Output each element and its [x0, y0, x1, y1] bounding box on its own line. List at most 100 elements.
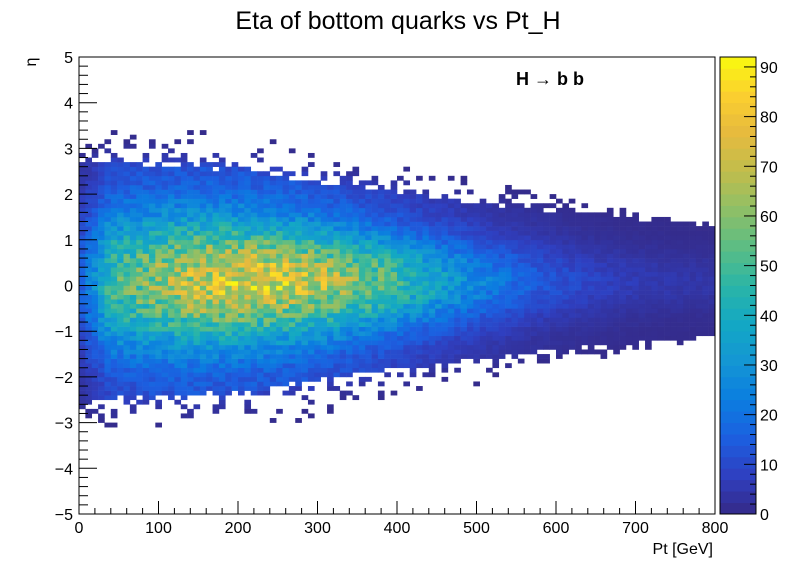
heatmap-cell	[339, 285, 347, 291]
heatmap-cell	[320, 267, 328, 273]
heatmap-cell	[314, 331, 321, 337]
heatmap-cell	[104, 180, 112, 186]
heatmap-cell	[562, 203, 570, 209]
heatmap-cell	[174, 207, 182, 213]
heatmap-cell	[161, 326, 169, 332]
heatmap-cell	[307, 280, 315, 286]
heatmap-cell	[187, 413, 194, 419]
heatmap-cell	[142, 317, 150, 323]
heatmap-cell	[288, 340, 296, 346]
heatmap-cell	[651, 299, 659, 305]
heatmap-cell	[327, 404, 334, 410]
heatmap-cell	[594, 253, 601, 259]
heatmap-cell	[409, 203, 417, 209]
heatmap-cell	[199, 262, 207, 268]
heatmap-cell	[600, 258, 608, 263]
heatmap-cell	[536, 253, 544, 259]
heatmap-cell	[206, 299, 213, 305]
heatmap-cell	[301, 166, 309, 172]
heatmap-cell	[676, 290, 684, 295]
heatmap-cell	[657, 244, 665, 250]
heatmap-cell	[110, 280, 118, 286]
heatmap-cell	[250, 267, 258, 273]
heatmap-cell	[352, 312, 360, 318]
heatmap-cell	[174, 372, 182, 378]
heatmap-cell	[314, 235, 321, 241]
heatmap-cell	[390, 230, 398, 236]
heatmap-cell	[161, 244, 169, 250]
heatmap-cell	[91, 258, 99, 263]
heatmap-cell	[511, 207, 519, 213]
heatmap-cell	[422, 331, 430, 337]
heatmap-cell	[543, 344, 550, 350]
heatmap-cell	[384, 207, 391, 213]
heatmap-cell	[530, 226, 538, 231]
heatmap-cell	[98, 143, 105, 149]
heatmap-cell	[168, 312, 175, 318]
heatmap-cell	[600, 271, 608, 277]
heatmap-cell	[702, 244, 709, 250]
heatmap-cell	[250, 408, 258, 414]
heatmap-cell	[575, 349, 582, 355]
heatmap-cell	[492, 344, 500, 350]
heatmap-cell	[638, 290, 646, 295]
heatmap-cell	[422, 308, 430, 314]
heatmap-cell	[333, 340, 341, 346]
heatmap-cell	[212, 152, 220, 158]
heatmap-cell	[136, 180, 143, 186]
heatmap-cell	[257, 294, 264, 300]
heatmap-cell	[422, 198, 430, 204]
heatmap-cell	[314, 212, 321, 218]
heatmap-cell	[638, 312, 646, 318]
heatmap-cell	[562, 294, 570, 300]
heatmap-cell	[136, 344, 143, 350]
heatmap-cell	[110, 303, 118, 309]
heatmap-cell	[193, 372, 201, 378]
heatmap-cell	[282, 262, 290, 268]
heatmap-cell	[98, 376, 105, 382]
heatmap-cell	[199, 221, 207, 227]
heatmap-cell	[168, 212, 175, 218]
heatmap-cell	[473, 262, 480, 268]
heatmap-cell	[657, 317, 665, 323]
heatmap-cell	[511, 290, 519, 295]
heatmap-cell	[645, 230, 652, 236]
heatmap-cell	[263, 308, 271, 314]
heatmap-cell	[238, 171, 245, 177]
heatmap-cell	[568, 322, 576, 327]
heatmap-cell	[441, 216, 449, 222]
heatmap-cell	[98, 226, 105, 231]
heatmap-cell	[79, 386, 86, 391]
heatmap-cell	[416, 285, 423, 291]
heatmap-cell	[276, 207, 283, 213]
heatmap-cell	[524, 248, 531, 254]
heatmap-cell	[619, 312, 627, 318]
heatmap-cell	[129, 294, 137, 300]
heatmap-cell	[346, 180, 353, 186]
heatmap-cell	[168, 354, 175, 359]
heatmap-cell	[556, 344, 563, 350]
heatmap-cell	[524, 189, 531, 195]
heatmap-cell	[619, 322, 627, 327]
heatmap-cell	[168, 276, 175, 282]
heatmap-cell	[218, 299, 226, 305]
heatmap-cell	[136, 354, 143, 359]
heatmap-cell	[511, 239, 519, 245]
heatmap-cell	[193, 308, 201, 314]
heatmap-cell	[142, 303, 150, 309]
heatmap-cell	[180, 326, 188, 332]
heatmap-cell	[199, 203, 207, 209]
heatmap-cell	[314, 312, 321, 318]
heatmap-cell	[193, 235, 201, 241]
heatmap-cell	[479, 294, 487, 300]
heatmap-cell	[168, 198, 175, 204]
heatmap-cell	[384, 276, 391, 282]
heatmap-cell	[365, 285, 372, 291]
heatmap-cell	[218, 322, 226, 327]
heatmap-cell	[683, 326, 690, 332]
heatmap-cell	[231, 299, 239, 305]
heatmap-cell	[263, 198, 271, 204]
heatmap-cell	[295, 262, 302, 268]
heatmap-cell	[174, 184, 182, 190]
heatmap-cell	[708, 299, 716, 305]
